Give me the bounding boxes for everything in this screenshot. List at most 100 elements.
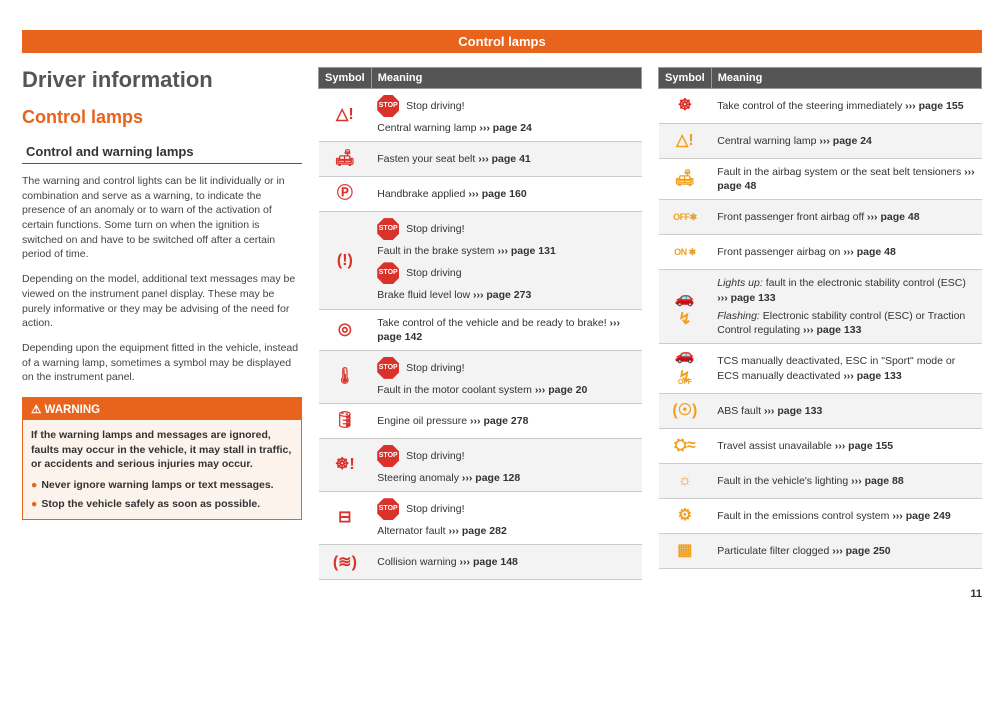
- meaning-cell: STOP Stop driving!Steering anomaly ››› p…: [371, 439, 641, 492]
- table-row: 🚗↯ Lights up: fault in the electronic sta…: [659, 270, 982, 344]
- symbol-cell: 🛋: [659, 159, 712, 200]
- symbol-cell: 🚗↯OFF: [659, 344, 712, 394]
- symbol-cell: ⚙: [659, 499, 712, 534]
- warning-bullet: ●Stop the vehicle safely as soon as poss…: [31, 497, 293, 512]
- warning-lamp-icon: △!: [331, 104, 359, 126]
- symbol-cell: △!: [319, 89, 372, 142]
- warning-lamp-icon: △!: [671, 130, 699, 152]
- table-row: (☉) ABS fault ››› page 133: [659, 394, 982, 429]
- warning-lamp-icon: ☸!: [331, 454, 359, 476]
- body-paragraph: Depending on the model, additional text …: [22, 272, 302, 331]
- meaning-cell: Particulate filter clogged ››› page 250: [711, 534, 981, 569]
- meaning-cell: Fault in the emissions control system ››…: [711, 499, 981, 534]
- left-column: Driver information Control lamps Control…: [22, 67, 302, 580]
- col-symbol-header: Symbol: [319, 68, 372, 89]
- meaning-cell: Take control of the steering immediately…: [711, 89, 981, 124]
- warning-main-text: If the warning lamps and messages are ig…: [31, 428, 293, 472]
- stop-icon: STOP: [377, 445, 399, 467]
- meaning-cell: Fault in the vehicle's lighting ››› page…: [711, 464, 981, 499]
- symbol-cell: △!: [659, 124, 712, 159]
- meaning-cell: STOP Stop driving!Fault in the brake sys…: [371, 212, 641, 309]
- warning-lamp-icon: 🛋: [331, 148, 359, 170]
- warning-lamp-icon: 🛢: [331, 410, 359, 432]
- table-row: ☼ Fault in the vehicle's lighting ››› pag…: [659, 464, 982, 499]
- stop-icon: STOP: [377, 218, 399, 240]
- warning-lamp-icon: ⚙: [671, 505, 699, 527]
- stop-icon: STOP: [377, 498, 399, 520]
- symbol-cell: ▦: [659, 534, 712, 569]
- warning-header: ⚠ WARNING: [23, 398, 301, 420]
- warning-lamp-icon: 🛋: [671, 168, 699, 190]
- warning-lamp-icon: (≋): [331, 551, 359, 573]
- warning-lamp-icon: (!): [331, 249, 359, 271]
- meaning-cell: Front passenger airbag on ››› page 48: [711, 235, 981, 270]
- table-row: (!) STOP Stop driving!Fault in the brake …: [319, 212, 642, 309]
- symbol-cell: ☼: [659, 464, 712, 499]
- content-columns: Driver information Control lamps Control…: [22, 53, 982, 580]
- stop-icon: STOP: [377, 262, 399, 284]
- meaning-cell: STOP Stop driving!Fault in the motor coo…: [371, 350, 641, 403]
- symbol-cell: 🚗↯: [659, 270, 712, 344]
- warning-lamp-icon: Ⓟ: [331, 183, 359, 205]
- page-title: Driver information: [22, 67, 302, 93]
- warning-lamp-icon: ▦: [671, 540, 699, 562]
- meaning-cell: Front passenger front airbag off ››› pag…: [711, 200, 981, 235]
- warning-lamp-icon: ☼: [671, 470, 699, 492]
- table-row: ⚙ Fault in the emissions control system ›…: [659, 499, 982, 534]
- meaning-cell: TCS manually deactivated, ESC in "Sport"…: [711, 344, 981, 394]
- subsection-title: Control and warning lamps: [22, 142, 302, 164]
- symbol-cell: ☸!: [319, 439, 372, 492]
- warning-lamp-icon: ⊟: [331, 507, 359, 529]
- meaning-cell: Fasten your seat belt ››› page 41: [371, 142, 641, 177]
- symbol-cell: (≋): [319, 545, 372, 580]
- table-row: 🛋 Fasten your seat belt ››› page 41: [319, 142, 642, 177]
- meaning-cell: STOP Stop driving!Alternator fault ››› p…: [371, 492, 641, 545]
- table-row: ⛭≈Travel assist unavailable ››› page 155: [659, 429, 982, 464]
- warning-bullet: ●Never ignore warning lamps or text mess…: [31, 478, 293, 493]
- warning-lamp-icon: (☉): [671, 400, 699, 422]
- symbol-cell: 🌡: [319, 350, 372, 403]
- meaning-cell: Lights up: fault in the electronic stabi…: [711, 270, 981, 344]
- body-paragraph: Depending upon the equipment fitted in t…: [22, 341, 302, 385]
- symbol-table-right: Symbol Meaning ☸Take control of the stee…: [658, 67, 982, 569]
- meaning-cell: Handbrake applied ››› page 160: [371, 177, 641, 212]
- symbol-cell: ◎: [319, 309, 372, 350]
- manual-page: Control lamps Driver information Control…: [22, 30, 982, 600]
- middle-column: Symbol Meaning △!STOP Stop driving!Centr…: [318, 67, 642, 580]
- warning-box: ⚠ WARNING If the warning lamps and messa…: [22, 397, 302, 520]
- symbol-cell: ☸: [659, 89, 712, 124]
- table-row: ON ✱ Front passenger airbag on ››› page 4…: [659, 235, 982, 270]
- stop-icon: STOP: [377, 357, 399, 379]
- table-row: ☸Take control of the steering immediatel…: [659, 89, 982, 124]
- table-row: (≋) Collision warning ››› page 148: [319, 545, 642, 580]
- symbol-cell: (☉): [659, 394, 712, 429]
- table-row: ▦ Particulate filter clogged ››› page 250: [659, 534, 982, 569]
- symbol-cell: ⊟: [319, 492, 372, 545]
- col-meaning-header: Meaning: [711, 68, 981, 89]
- warning-lamp-icon: ON ✱: [671, 241, 699, 263]
- meaning-cell: Travel assist unavailable ››› page 155: [711, 429, 981, 464]
- warning-lamp-icon: 🌡: [331, 366, 359, 388]
- meaning-cell: Engine oil pressure ››› page 278: [371, 404, 641, 439]
- page-number: 11: [22, 588, 982, 600]
- meaning-cell: Collision warning ››› page 148: [371, 545, 641, 580]
- body-paragraph: The warning and control lights can be li…: [22, 174, 302, 262]
- table-row: Ⓟ Handbrake applied ››› page 160: [319, 177, 642, 212]
- symbol-cell: Ⓟ: [319, 177, 372, 212]
- warning-lamp-icon: 🚗↯: [671, 298, 699, 320]
- right-column: Symbol Meaning ☸Take control of the stee…: [658, 67, 982, 580]
- table-row: △!STOP Stop driving!Central warning lamp…: [319, 89, 642, 142]
- table-row: 🛢 Engine oil pressure ››› page 278: [319, 404, 642, 439]
- col-symbol-header: Symbol: [659, 68, 712, 89]
- table-row: ◎Take control of the vehicle and be read…: [319, 309, 642, 350]
- warning-lamp-icon: ◎: [331, 319, 359, 341]
- warning-body: If the warning lamps and messages are ig…: [23, 420, 301, 519]
- table-row: 🚗↯OFFTCS manually deactivated, ESC in "S…: [659, 344, 982, 394]
- table-row: 🌡 STOP Stop driving!Fault in the motor co…: [319, 350, 642, 403]
- symbol-cell: ⛭≈: [659, 429, 712, 464]
- table-row: OFF✱Front passenger front airbag off ›››…: [659, 200, 982, 235]
- meaning-cell: Fault in the airbag system or the seat b…: [711, 159, 981, 200]
- meaning-cell: ABS fault ››› page 133: [711, 394, 981, 429]
- table-row: △!Central warning lamp ››› page 24: [659, 124, 982, 159]
- symbol-table-left: Symbol Meaning △!STOP Stop driving!Centr…: [318, 67, 642, 580]
